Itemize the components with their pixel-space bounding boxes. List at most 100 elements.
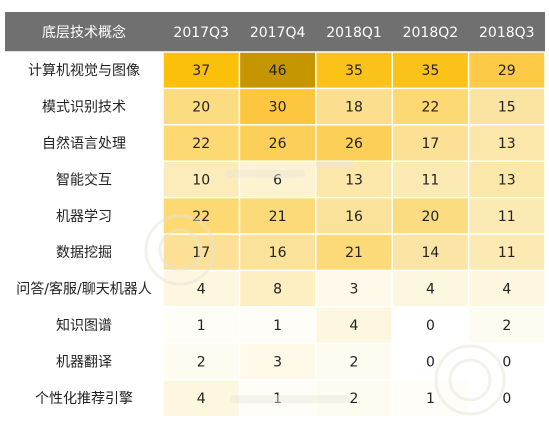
cell-value: 18 <box>345 100 363 116</box>
cell-value: 10 <box>192 172 210 188</box>
row-label-cell <box>5 270 163 307</box>
cell-value: 35 <box>345 63 363 79</box>
cell-value: 17 <box>421 136 439 152</box>
heatmap-cell <box>163 161 240 198</box>
heatmap-cell <box>468 197 545 234</box>
cell-value: 6 <box>273 172 282 188</box>
heatmap-cell <box>239 52 316 89</box>
heatmap-cell <box>392 306 469 344</box>
corner-label: 底层技术概念 <box>42 24 126 41</box>
heatmap-cell <box>239 88 316 125</box>
cell-value: 14 <box>421 245 439 261</box>
heatmap-cell <box>239 379 316 416</box>
heatmap-cell <box>468 88 545 125</box>
row-label: 机器翻译 <box>56 354 112 370</box>
cell-value: 22 <box>192 136 210 152</box>
cell-value: 29 <box>498 63 516 79</box>
cell-value: 26 <box>345 136 363 152</box>
cell-value: 16 <box>269 245 287 261</box>
cell-value: 11 <box>421 172 439 188</box>
cell-value: 21 <box>345 245 363 261</box>
cell-value: 2 <box>350 354 359 370</box>
row-label: 计算机视觉与图像 <box>28 63 140 79</box>
cell-value: 15 <box>498 100 516 116</box>
row-label: 知识图谱 <box>56 317 112 334</box>
header-background <box>5 12 545 52</box>
heatmap-cell <box>315 161 393 198</box>
row-label-cell <box>5 52 163 89</box>
heatmap-cell <box>392 161 469 198</box>
heatmap-cell <box>315 343 393 380</box>
cell-value: 0 <box>426 318 435 334</box>
row-label: 智能交互 <box>56 171 112 188</box>
column-header: 2017Q3 <box>173 25 229 41</box>
row-label: 模式识别技术 <box>42 100 126 116</box>
row-label-cell <box>5 197 163 234</box>
heatmap-cell <box>468 234 545 271</box>
heatmap-cell <box>392 234 469 271</box>
cell-value: 4 <box>502 282 511 298</box>
row-label-cell <box>5 88 163 125</box>
heatmap-cell <box>239 234 316 271</box>
row-label: 数据挖掘 <box>56 245 112 261</box>
cell-value: 16 <box>345 209 363 225</box>
cell-value: 8 <box>273 282 282 298</box>
heatmap-cell <box>163 343 240 380</box>
cell-value: 26 <box>269 136 287 152</box>
cell-value: 11 <box>498 245 516 261</box>
heatmap-table: 底层技术概念 2017Q3 2017Q4 2018Q1 2018Q2 2018Q3 37 4… <box>5 12 545 416</box>
heatmap-cell <box>315 234 393 271</box>
heatmap-cell <box>315 124 393 162</box>
row-label-cell <box>5 161 163 198</box>
heatmap-cell <box>392 88 469 125</box>
heatmap-cell <box>392 52 469 89</box>
cell-value: 1 <box>273 391 282 407</box>
cell-value: 30 <box>269 100 287 116</box>
row-label: 问答/客服/聊天机器人 <box>16 281 151 298</box>
row-label-cell <box>5 234 163 271</box>
cell-value: 2 <box>502 318 511 334</box>
row-label: 机器学习 <box>56 209 112 225</box>
heatmap-cell <box>315 88 393 125</box>
cell-value: 20 <box>192 100 210 116</box>
row-label: 个性化推荐引擎 <box>35 391 133 407</box>
row-label-cell <box>5 124 163 162</box>
cell-value: 2 <box>350 391 359 407</box>
cell-value: 4 <box>350 318 359 334</box>
cell-value: 46 <box>269 63 287 79</box>
row-label: 自然语言处理 <box>42 135 126 152</box>
heatmap-cell <box>392 124 469 162</box>
heatmap-cell <box>468 52 545 89</box>
cell-value: 0 <box>426 354 435 370</box>
cell-value: 37 <box>192 63 210 79</box>
heatmap-cell <box>315 52 393 89</box>
cell-value: 22 <box>421 100 439 116</box>
cell-value: 1 <box>273 318 282 334</box>
row-labels: 计算机视觉与图像模式识别技术自然语言处理智能交互机器学习数据挖掘问答/客服/聊天… <box>5 51 545 416</box>
cell-value: 13 <box>498 136 516 152</box>
heatmap-cell <box>315 197 393 234</box>
cell-value: 21 <box>269 209 287 225</box>
column-header: 2018Q3 <box>479 25 535 41</box>
heatmap-cell <box>239 197 316 234</box>
heatmap-cell <box>163 52 240 89</box>
cell-value: 11 <box>498 209 516 225</box>
row-label-cell <box>5 306 163 344</box>
column-header: 2018Q1 <box>326 25 382 41</box>
column-header: 2018Q2 <box>403 25 459 41</box>
heatmap-cell <box>315 270 393 307</box>
cell-value: 35 <box>421 63 439 79</box>
cell-value: 0 <box>502 354 511 370</box>
heatmap-cell <box>468 270 545 307</box>
cell-value: 22 <box>192 209 210 225</box>
cell-value: 13 <box>345 172 363 188</box>
heatmap-cell <box>163 88 240 125</box>
cell-value: 3 <box>273 354 282 370</box>
heatmap-cell <box>468 306 545 344</box>
cell-value: 0 <box>502 391 511 407</box>
heatmap-cell <box>468 161 545 198</box>
cell-value: 4 <box>197 282 206 298</box>
cell-value: 4 <box>197 391 206 407</box>
row-label-cell <box>5 379 163 416</box>
heatmap-cell <box>239 161 316 198</box>
